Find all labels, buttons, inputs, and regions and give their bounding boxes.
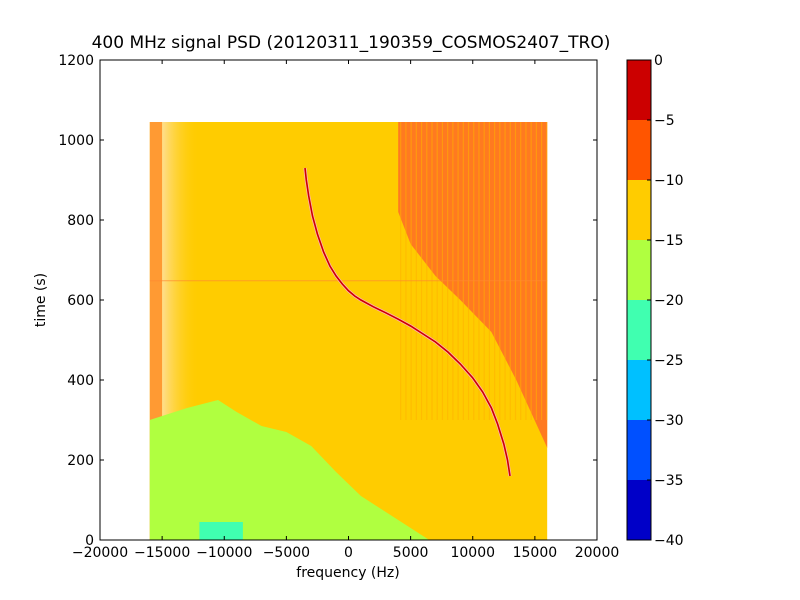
x-tick-label: −5000 (263, 545, 310, 561)
x-tick-label: 5000 (393, 545, 429, 561)
x-tick-label: 10000 (450, 545, 495, 561)
colorbar-segment (627, 420, 651, 480)
heatmap-region-left-fade-band (162, 122, 200, 420)
y-tick-label: 0 (85, 533, 94, 549)
y-tick-label: 200 (67, 453, 94, 469)
colorbar: −40 −35 −30 −25 −20 −15 −10 −5 0 (626, 53, 684, 549)
x-tick-label: −20000 (72, 545, 128, 561)
colorbar-segment (627, 60, 651, 120)
x-axis-label: frequency (Hz) (296, 565, 399, 581)
colorbar-segment (627, 480, 651, 540)
colorbar-tick-label: −5 (654, 113, 675, 129)
x-tick-label: 20000 (575, 545, 620, 561)
colorbar-tick-label: −30 (654, 413, 684, 429)
x-tick-label: 15000 (513, 545, 558, 561)
y-tick-label: 600 (67, 293, 94, 309)
plot-area: −20000 −15000 −10000 −5000 0 5000 10000 15000 20… (58, 53, 619, 561)
x-tick-label: 0 (344, 545, 353, 561)
colorbar-tick-label: 0 (654, 53, 663, 69)
x-tick-label: −15000 (134, 545, 190, 561)
colorbar-tick-label: −40 (654, 533, 684, 549)
colorbar-segment (627, 120, 651, 180)
heatmap-region-lowest-power-patch (199, 522, 243, 540)
colorbar-tick-label: −15 (654, 233, 684, 249)
heatmap-image (149, 122, 548, 540)
colorbar-tick-label: −25 (654, 353, 684, 369)
colorbar-segment (627, 180, 651, 240)
heatmap-region-low-power-region (149, 400, 430, 540)
colorbar-segment (627, 360, 651, 420)
y-tick-label: 1200 (58, 53, 94, 69)
x-tick-label: −10000 (196, 545, 252, 561)
colorbar-segment (627, 240, 651, 300)
y-tick-label: 1000 (58, 133, 94, 149)
colorbar-tick-label: −20 (654, 293, 684, 309)
chart-title: 400 MHz signal PSD (20120311_190359_COSM… (92, 33, 611, 53)
y-axis-label: time (s) (33, 273, 49, 327)
y-tick-label: 400 (67, 373, 94, 389)
y-tick-label: 800 (67, 213, 94, 229)
colorbar-segment (627, 300, 651, 360)
colorbar-tick-label: −10 (654, 173, 684, 189)
colorbar-tick-label: −35 (654, 473, 684, 489)
signal-trace-line (304, 167, 511, 477)
